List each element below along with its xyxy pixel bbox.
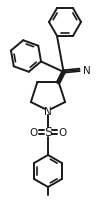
Text: N: N [83, 65, 90, 75]
Text: O: O [59, 127, 67, 137]
Text: O: O [29, 127, 37, 137]
Text: S: S [44, 126, 52, 139]
Text: N: N [44, 106, 52, 116]
